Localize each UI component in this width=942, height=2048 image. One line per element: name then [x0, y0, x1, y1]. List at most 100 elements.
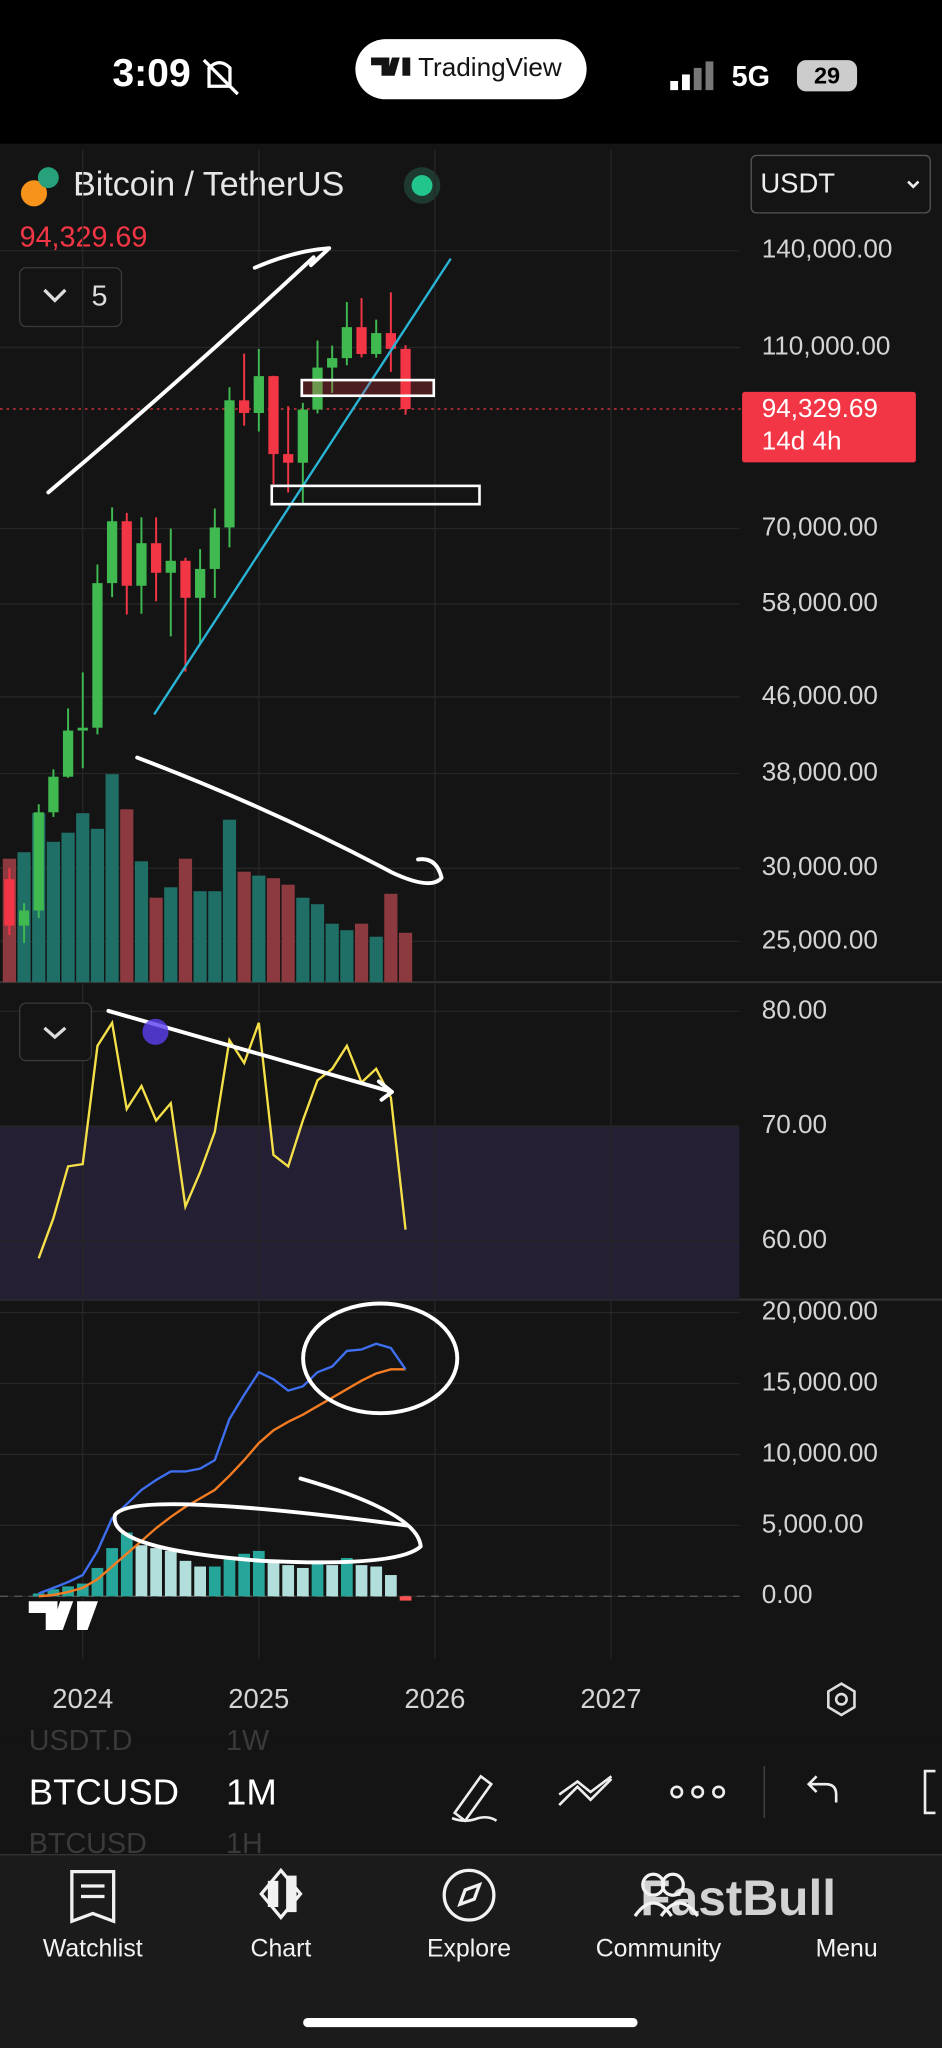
histogram-bar: [135, 1545, 148, 1597]
volume-bar: [208, 891, 222, 983]
histogram-bar: [47, 1589, 60, 1597]
chevron: [43, 288, 67, 303]
prev-symbol: USDT.D: [29, 1725, 133, 1757]
undo[interactable]: [806, 1775, 838, 1803]
candle-body: [136, 543, 147, 586]
app-pill[interactable]: [355, 39, 587, 100]
signal-icon: [670, 61, 714, 91]
histogram-bar: [32, 1593, 45, 1597]
volume-bar: [340, 930, 354, 983]
histogram-bar: [164, 1550, 177, 1597]
candle-body: [4, 879, 15, 926]
histogram-bar: [355, 1565, 368, 1597]
y-tick-label: 140,000.00: [762, 234, 893, 264]
nav-label[interactable]: Explore: [427, 1936, 511, 1963]
candle-body: [312, 367, 323, 410]
volume-bar: [398, 932, 413, 983]
symbol-title[interactable]: Bitcoin / TetherUS: [73, 166, 344, 204]
y-tick-label: 58,000.00: [762, 587, 878, 617]
histogram-bar: [370, 1566, 383, 1597]
drawings: [46, 246, 481, 1565]
circle-drawing: [301, 1301, 460, 1416]
histogram-bar: [223, 1559, 236, 1597]
chevron: [43, 1026, 67, 1040]
app-logo: [371, 57, 411, 76]
volume-bar: [296, 897, 310, 983]
histogram-bar: [106, 1548, 118, 1597]
histogram-bar: [385, 1575, 397, 1597]
candle-body: [150, 543, 162, 573]
candle-body: [327, 358, 338, 368]
candle-body: [165, 560, 176, 573]
chevron: [907, 180, 920, 189]
histogram-bar: [194, 1566, 207, 1597]
y-tick-label: 38,000.00: [762, 756, 878, 786]
histogram-bar: [76, 1583, 89, 1597]
prev-interval: 1W: [226, 1725, 270, 1757]
histogram-bar: [296, 1567, 309, 1597]
cursor-dot: [142, 1018, 169, 1045]
brush-tool[interactable]: [451, 1774, 498, 1823]
macd-line: [38, 1342, 407, 1595]
fullscreen[interactable]: [923, 1769, 936, 1815]
symbol[interactable]: BTCUSD: [29, 1771, 179, 1812]
settings-icon[interactable]: [827, 1682, 856, 1717]
y-tick-label: 80.00: [762, 994, 827, 1024]
candle-body: [385, 333, 397, 349]
battery-level: 29: [814, 62, 840, 88]
next-symbol: BTCUSD: [29, 1828, 147, 1860]
nav-label[interactable]: Chart: [251, 1936, 312, 1963]
volume-bar: [76, 813, 90, 983]
volume-bar: [61, 832, 75, 983]
volume-bar: [222, 819, 237, 983]
price-label: [742, 391, 916, 463]
y-tick-label: 110,000.00: [762, 330, 891, 360]
countdown: 14d 4h: [762, 426, 842, 456]
circle-drawing: [112, 1476, 423, 1565]
histogram-bar: [267, 1559, 280, 1597]
candle-body: [371, 333, 382, 355]
volume-bar: [105, 774, 119, 983]
indicators-toggle[interactable]: [18, 267, 123, 328]
candle-body: [121, 521, 132, 586]
histogram-bar: [120, 1532, 133, 1597]
currency-select[interactable]: [750, 154, 931, 214]
more-tools[interactable]: [670, 1785, 726, 1799]
x-tick-label: 2025: [228, 1683, 289, 1714]
toolbar: [0, 1737, 942, 1855]
candle-body: [194, 568, 206, 598]
rsi-line: [37, 1019, 407, 1259]
histogram-bar: [252, 1550, 265, 1597]
nav-label[interactable]: Community: [596, 1936, 722, 1963]
nav-label[interactable]: Menu: [816, 1936, 878, 1963]
y-tick-label: 70,000.00: [762, 512, 878, 542]
histogram-bar: [399, 1596, 412, 1601]
volume-bar: [149, 897, 163, 983]
clock: 3:09: [112, 52, 190, 95]
y-tick-label: 46,000.00: [762, 680, 878, 710]
volume-bar: [325, 923, 339, 983]
x-tick-label: 2027: [580, 1683, 641, 1714]
plot: 2024 2025 2026 2027 140,000.00 110,000.00 70,0…: [0, 150, 942, 1714]
volume-bar: [134, 861, 149, 983]
interval[interactable]: 1M: [226, 1771, 277, 1812]
last-price: 94,329.69: [20, 222, 148, 254]
histogram-bar: [340, 1558, 353, 1597]
volume-bar: [237, 871, 251, 983]
market-status-dot: [411, 175, 433, 196]
pane-toggle[interactable]: [18, 1002, 93, 1062]
nav-label[interactable]: Watchlist: [43, 1936, 143, 1963]
lines-tool[interactable]: [558, 1775, 613, 1806]
watermark: FastBull: [640, 1870, 836, 1926]
volume-bar: [178, 858, 193, 983]
currency: USDT: [760, 168, 835, 199]
candle-body: [283, 454, 294, 463]
y-tick-label: 30,000.00: [762, 851, 878, 881]
network: 5G: [732, 61, 770, 93]
histogram-bar: [179, 1560, 192, 1597]
next-interval: 1H: [226, 1828, 263, 1860]
volume-bar: [164, 887, 178, 983]
histogram-bar: [326, 1565, 339, 1597]
histogram-bar: [311, 1562, 324, 1597]
